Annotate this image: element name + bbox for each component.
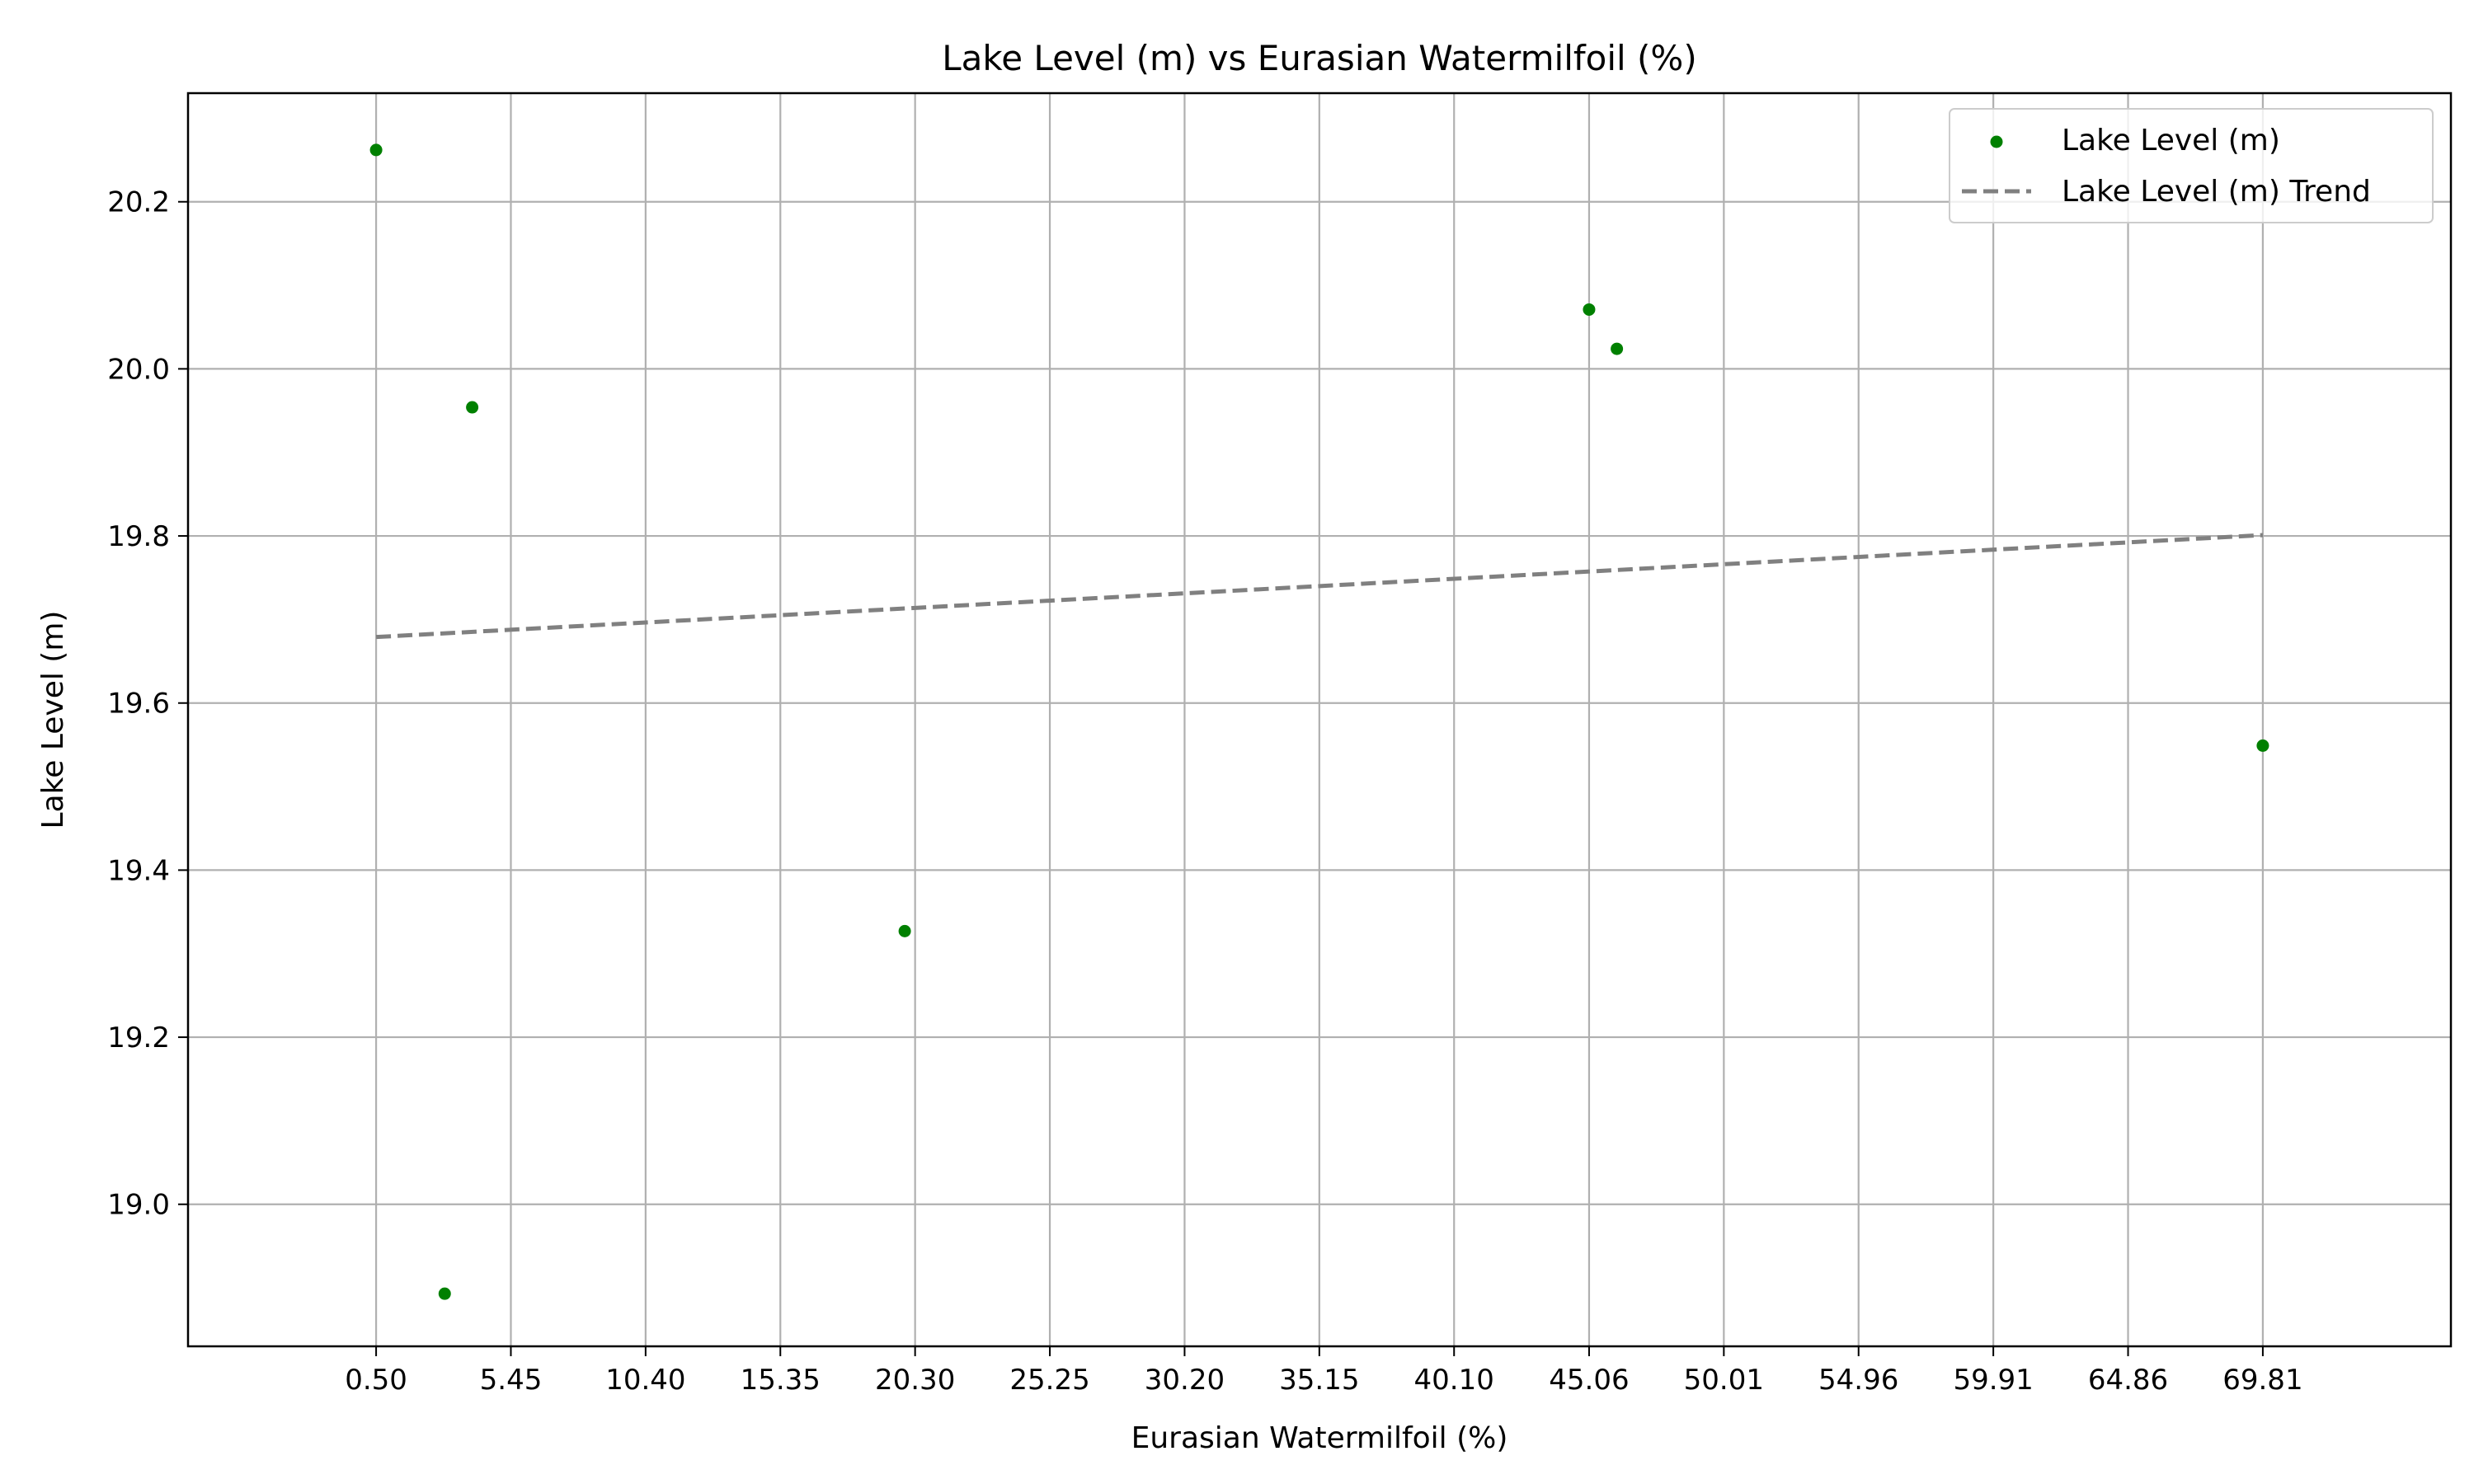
y-axis-label: Lake Level (m): [36, 611, 70, 829]
x-tick-label: 40.10: [1414, 1364, 1494, 1397]
y-tick-label: 20.0: [107, 353, 170, 386]
points-layer: [369, 143, 2269, 1300]
legend-box: [1949, 108, 2434, 223]
x-tick-label: 45.06: [1549, 1364, 1629, 1397]
data-point: [1611, 342, 1624, 355]
data-point: [466, 401, 479, 414]
legend-marker-points: [1990, 135, 2003, 148]
legend-label-points: Lake Level (m): [2062, 124, 2280, 157]
y-tick-label: 20.2: [107, 186, 170, 219]
x-tick-label: 64.86: [2088, 1364, 2168, 1397]
data-point: [369, 143, 383, 157]
trend-layer: [375, 533, 2264, 640]
x-tick-label: 20.30: [875, 1364, 955, 1397]
x-tick-label: 15.35: [741, 1364, 821, 1397]
data-point: [438, 1287, 451, 1300]
x-tick-label: 54.96: [1818, 1364, 1898, 1397]
data-point: [1583, 303, 1596, 316]
ticks-layer: 0.50 5.45 10.40 15.35 20.30 25.25 30.20 35.15 40…: [107, 186, 2302, 1397]
x-tick-label: 0.50: [345, 1364, 407, 1397]
y-tick-label: 19.0: [107, 1189, 170, 1222]
data-point: [2256, 739, 2269, 752]
x-tick-label: 59.91: [1953, 1364, 2033, 1397]
y-tick-label: 19.6: [107, 688, 170, 721]
x-tick-label: 10.40: [605, 1364, 685, 1397]
data-point: [898, 924, 911, 937]
y-tick-label: 19.8: [107, 520, 170, 553]
x-tick-label: 30.20: [1145, 1364, 1225, 1397]
x-tick-label: 69.81: [2222, 1364, 2302, 1397]
x-tick-label: 50.01: [1684, 1364, 1764, 1397]
grid-layer: [188, 93, 2451, 1346]
legend-label-trend: Lake Level (m) Trend: [2062, 175, 2371, 209]
x-tick-label: 5.45: [480, 1364, 543, 1397]
trend-line: [375, 533, 2264, 640]
chart-title: Lake Level (m) vs Eurasian Watermilfoil …: [942, 38, 1696, 78]
x-tick-label: 25.25: [1009, 1364, 1089, 1397]
y-tick-label: 19.4: [107, 854, 170, 887]
y-tick-label: 19.2: [107, 1021, 170, 1054]
x-tick-label: 35.15: [1279, 1364, 1359, 1397]
legend: Lake Level (m) Lake Level (m) Trend: [1949, 108, 2434, 223]
x-axis-label: Eurasian Watermilfoil (%): [1131, 1421, 1508, 1455]
